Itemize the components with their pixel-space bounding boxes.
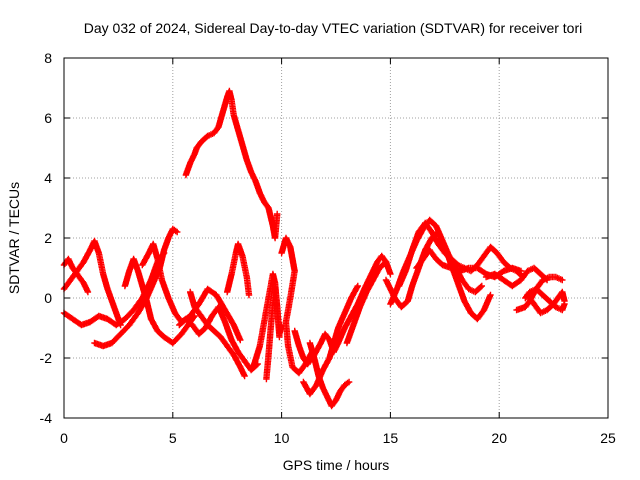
data-point-markers — [522, 285, 568, 314]
series-pass-14 — [278, 234, 316, 377]
data-point-markers — [343, 258, 390, 347]
x-tick-label: 25 — [600, 430, 616, 446]
series-pass-05 — [121, 255, 198, 347]
y-tick-label: -4 — [40, 410, 53, 426]
series-pass-16 — [306, 339, 353, 410]
data-point-markers — [263, 282, 283, 383]
series-pass-06 — [139, 240, 244, 344]
series-pass-10 — [224, 240, 253, 299]
data-point-markers — [300, 282, 361, 398]
y-tick-label: 4 — [44, 170, 52, 186]
series-pass-26 — [522, 285, 568, 314]
data-points — [60, 87, 568, 410]
data-point-markers — [176, 303, 261, 374]
grid-lines — [64, 58, 608, 418]
series-pass-17 — [300, 282, 361, 398]
chart-title: Day 032 of 2024, Sidereal Day-to-day VTE… — [84, 20, 583, 36]
x-tick-label: 20 — [491, 430, 507, 446]
series-pass-23 — [482, 264, 551, 290]
x-tick-label: 10 — [274, 430, 290, 446]
x-tick-label: 5 — [169, 430, 177, 446]
y-tick-label: 6 — [44, 110, 52, 126]
y-tick-label: 2 — [44, 230, 52, 246]
x-tick-label: 15 — [383, 430, 399, 446]
axis-ticks — [63, 57, 609, 419]
data-point-markers — [187, 288, 248, 380]
series-pass-12 — [263, 282, 283, 383]
y-tick-labels: -4 -2 0 2 4 6 8 — [40, 50, 53, 426]
series-pass-08 — [176, 303, 261, 374]
series-pass-09 — [187, 288, 248, 380]
y-tick-label: -2 — [40, 350, 53, 366]
x-tick-labels: 0 5 10 15 20 25 — [60, 430, 616, 446]
data-point-markers — [224, 240, 253, 299]
data-point-markers — [182, 87, 281, 242]
y-axis-label: SDTVAR / TECUs — [6, 182, 22, 294]
series-pass-07 — [182, 87, 281, 242]
data-point-markers — [306, 339, 353, 410]
data-point-markers — [121, 255, 198, 347]
y-tick-label: 8 — [44, 50, 52, 66]
data-point-markers — [139, 240, 244, 344]
data-point-markers — [278, 234, 316, 377]
x-tick-label: 0 — [60, 430, 68, 446]
series-pass-18 — [343, 258, 390, 347]
y-tick-label: 0 — [44, 290, 52, 306]
x-axis-label: GPS time / hours — [283, 457, 390, 473]
data-point-markers — [482, 264, 551, 290]
